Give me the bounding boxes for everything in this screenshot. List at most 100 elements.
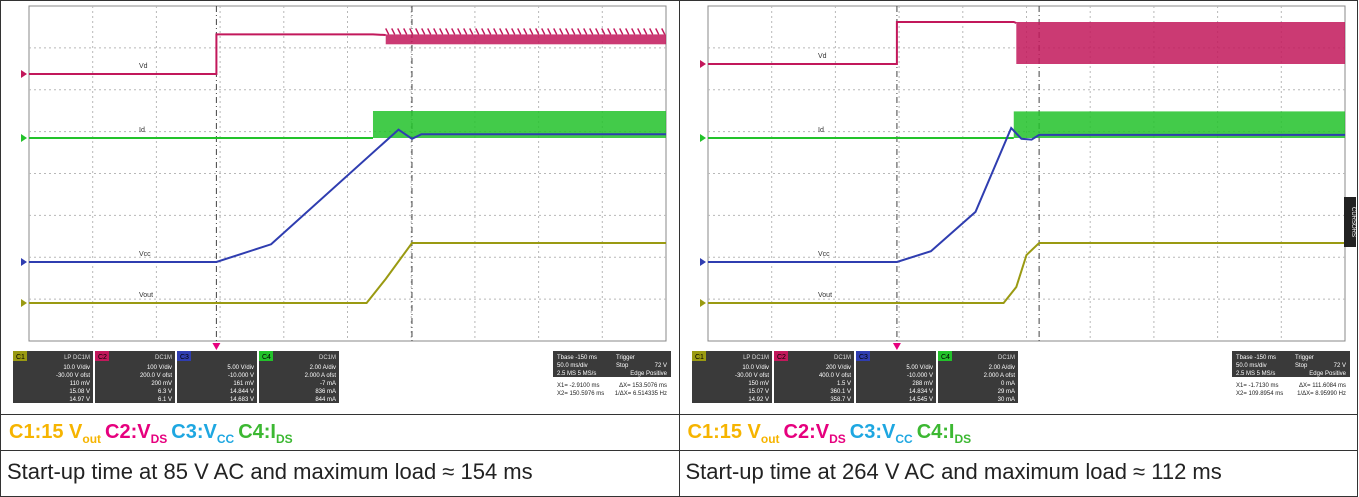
cursors-tab: [1343, 197, 1356, 247]
channel-box-c3: C3 5.00 V/div -10.000 V 288 mV 14.834 V 14.54…: [855, 351, 936, 403]
switching-ripple-vd: [385, 28, 666, 35]
channel-box-tag: LP DC1M: [64, 355, 90, 361]
switching-band-vd: [385, 34, 666, 45]
channel-box-offset: 200.0 V ofst: [140, 373, 172, 379]
readout-x1: X1= -1.7130 ms: [1236, 383, 1279, 389]
channel-box-value-1: 110 mV: [70, 381, 90, 387]
timebase-perdiv: 50.0 ms/div: [557, 363, 588, 369]
channel-label-subscript: DS: [150, 432, 168, 446]
channel-label-c3: C3:VCC: [850, 421, 913, 446]
channel-labels-1: C1:15 Vout C2:VDS C3:VCC C4:IDS: [9, 421, 297, 446]
channel-box-name: C1: [695, 354, 704, 361]
channel-box-value-2: 14.834 V: [908, 389, 932, 395]
caption-cell-1: Start-up time at 85 V AC and maximum loa…: [0, 450, 680, 497]
channel-box-value-3: 6.1 V: [158, 397, 172, 403]
channel-label-cell-1: C1:15 Vout C2:VDS C3:VCC C4:IDS: [0, 414, 680, 451]
channel-box-value-3: 358.7 V: [830, 397, 851, 403]
channel-box-offset: -30.00 V ofst: [734, 373, 768, 379]
channel-marker-vcc: [21, 258, 27, 266]
channel-box-value-1: 161 mV: [233, 381, 254, 387]
channel-box-c4: C4 DC1M 2.00 A/div 2.000 A ofst -7 mA 836 mA 8…: [259, 351, 339, 403]
channel-box-swatch: [259, 351, 273, 361]
channel-box-swatch: [937, 351, 952, 361]
channel-box-value-2: 6.3 V: [158, 389, 172, 395]
caption-cell-2: Start-up time at 264 V AC and maximum lo…: [678, 450, 1358, 497]
channel-box-scale: 100 V/div: [147, 365, 172, 371]
timebase-mode: Stop: [1295, 363, 1308, 369]
channel-label-subscript: out: [82, 432, 102, 446]
channel-box-scale: 10.0 V/div: [63, 365, 90, 371]
channel-box-value-1: -7 mA: [320, 381, 336, 387]
channel-label-text: C2:V: [105, 421, 151, 443]
channel-box-tag: DC1M: [997, 355, 1014, 361]
trace-vcc: [707, 126, 1345, 263]
channel-labels-2: C1:15 Vout C2:VDS C3:VCC C4:IDS: [688, 421, 976, 446]
trigger-marker: [212, 343, 221, 350]
channel-label-subscript: DS: [276, 432, 293, 446]
channel-box-value-3: 14.97 V: [69, 397, 90, 403]
channel-box-swatch: [691, 351, 706, 361]
channel-box-c2: C2 DC1M 100 V/div 200.0 V ofst 200 mV 6.3 V 6.…: [95, 351, 175, 403]
channel-box-value-3: 14.683 V: [230, 397, 254, 403]
channel-box-value-1: 150 mV: [748, 381, 769, 387]
channel-marker-vcc: [699, 258, 706, 266]
channel-label-text: C1:15 V: [9, 421, 83, 443]
timebase-box: Tbase -150 ms Trigger 50.0 ms/div Stop 72 V 2…: [1231, 351, 1350, 377]
timebase-trigger: Trigger: [1295, 355, 1314, 361]
channel-box-value-2: 14.844 V: [230, 389, 254, 395]
timebase-tbase: Tbase -150 ms: [557, 355, 597, 361]
trace-vcc: [29, 128, 666, 263]
channel-label-c2: C2:VDS: [783, 421, 846, 446]
readout-dx: ΔX= 111.6084 ms: [1299, 383, 1346, 389]
readout-x2: X2= 109.8954 ms: [1236, 391, 1283, 397]
channel-label-subscript: DS: [829, 432, 846, 446]
timebase-trigger: Trigger: [616, 355, 635, 361]
timebase-mode: Stop: [616, 363, 629, 369]
channel-box-value-1: 200 mV: [151, 381, 172, 387]
channel-box-name: C4: [262, 354, 271, 361]
channel-box-c1: C1 LP DC1M 10.0 V/div -30.00 V ofst 150 mV 15…: [691, 351, 772, 403]
timebase-samples: 2.5 MS 5 MS/s: [557, 371, 596, 377]
timebase-level: 72 V: [655, 363, 667, 369]
trace-label-vout: Vout: [139, 292, 153, 299]
channel-label-c3: C3:VCC: [171, 421, 234, 446]
channel-box-scale: 2.00 A/div: [310, 365, 336, 371]
caption-1: Start-up time at 85 V AC and maximum loa…: [7, 459, 533, 484]
trace-label-id: Id: [139, 127, 145, 134]
channel-box-scale: 200 V/div: [825, 365, 850, 371]
channel-box-name: C3: [180, 354, 189, 361]
channel-marker-vd: [699, 60, 706, 68]
trace-label-vd: Vd: [139, 63, 148, 70]
channel-box-swatch: [13, 351, 27, 361]
trace-label-vd: Vd: [818, 53, 827, 60]
timebase-bg: [1231, 351, 1350, 377]
trace-vd: [29, 33, 386, 75]
channel-marker-vout: [21, 299, 27, 307]
channel-label-c2: C2:VDS: [105, 421, 168, 446]
channel-box-c3: C3 5.00 V/div -10.000 V 161 mV 14.844 V 14.68…: [177, 351, 257, 403]
channel-box-scale: 5.00 V/div: [227, 365, 254, 371]
channel-box-scale: 5.00 V/div: [906, 365, 933, 371]
timebase-perdiv: 50.0 ms/div: [1236, 363, 1267, 369]
timebase-box: Tbase -150 ms Trigger 50.0 ms/div Stop 72 V 2…: [553, 351, 671, 377]
channel-box-name: C3: [859, 354, 868, 361]
cursors-tab-label: CURSORS: [1350, 207, 1356, 237]
scope-cell-2: Vd Id Vcc Vout C1 LP DC1M 10.0 V/div -30.00 V o…: [678, 0, 1358, 415]
channel-label-text: C4:I: [238, 421, 276, 443]
channel-marker-id: [699, 134, 706, 142]
channel-box-swatch: [177, 351, 191, 361]
timebase-trigtype: Edge Positive: [1309, 371, 1346, 377]
channel-box-name: C2: [777, 354, 786, 361]
channel-marker-vout: [699, 299, 706, 307]
channel-box-c4: C4 DC1M 2.00 A/div 2.000 A ofst 0 mA 29 mA 30 …: [937, 351, 1018, 403]
readout-invdx: 1/ΔX= 6.514335 Hz: [615, 391, 667, 397]
channel-box-swatch: [855, 351, 870, 361]
channel-marker-id: [21, 134, 27, 142]
channel-box-name: C4: [941, 354, 950, 361]
channel-label-text: C2:V: [783, 421, 830, 443]
channel-box-name: C2: [98, 354, 107, 361]
channel-box-value-3: 30 mA: [997, 397, 1014, 403]
channel-box-tag: DC1M: [833, 355, 850, 361]
